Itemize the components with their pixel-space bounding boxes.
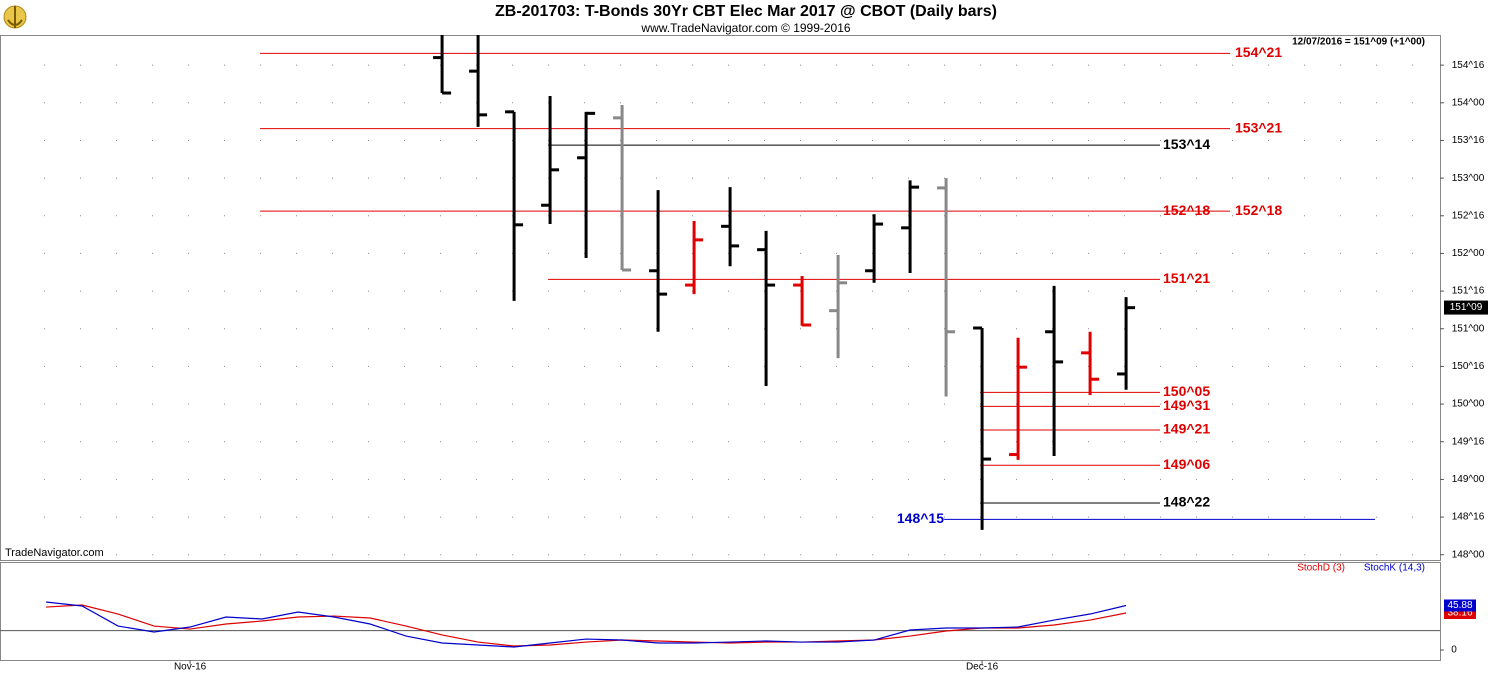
- y-tick-label: 149^16: [1452, 436, 1485, 447]
- y-tick-label: 152^00: [1452, 248, 1485, 259]
- last-price-label: 151^09: [1450, 302, 1483, 313]
- header-note: 12/07/2016 = 151^09 (+1^00): [1292, 37, 1425, 48]
- level-label: 153^21: [1235, 119, 1282, 135]
- y-tick-label: 0: [1451, 645, 1457, 656]
- level-label: 149^31: [1163, 397, 1210, 413]
- price-panel: [0, 35, 1441, 561]
- y-tick-label: 151^16: [1452, 286, 1485, 297]
- level-label: 154^21: [1235, 44, 1282, 60]
- price-plot: [44, 35, 1440, 556]
- y-tick-label: 153^16: [1452, 135, 1485, 146]
- y-tick-label: 148^00: [1452, 549, 1485, 560]
- y-tick-label: 152^16: [1452, 210, 1485, 221]
- level-label: 148^22: [1163, 494, 1210, 510]
- level-label: 149^06: [1163, 456, 1210, 472]
- x-tick-label: Dec-16: [966, 662, 999, 673]
- y-tick-label: 149^00: [1452, 474, 1485, 485]
- chart-title: ZB-201703: T-Bonds 30Yr CBT Elec Mar 201…: [495, 3, 997, 20]
- stoch-line: [46, 604, 1127, 647]
- level-label: 150^05: [1163, 383, 1210, 399]
- y-tick-label: 151^00: [1452, 323, 1485, 334]
- level-label: 149^21: [1163, 421, 1210, 437]
- y-tick-label: 153^00: [1452, 173, 1485, 184]
- last-value-label: 38.16: [1447, 608, 1472, 619]
- level-label: 148^15: [897, 510, 944, 526]
- stoch-panel: [0, 562, 1441, 661]
- last-value-label: 45.88: [1447, 600, 1472, 611]
- last-price-box: [1444, 300, 1488, 315]
- logo: [3, 5, 27, 29]
- level-label: 152^18: [1235, 202, 1282, 218]
- chart-subtitle: www.TradeNavigator.com © 1999-2016: [640, 21, 850, 35]
- y-tick-label: 150^00: [1452, 399, 1485, 410]
- x-tick-label: Nov-16: [174, 662, 207, 673]
- legend-entry: StochD (3): [1297, 563, 1345, 574]
- y-tick-label: 148^16: [1452, 512, 1485, 523]
- level-label: 151^21: [1163, 270, 1210, 286]
- last-value-box: [1444, 599, 1476, 612]
- level-label: 153^14: [1163, 136, 1210, 152]
- stoch-line: [46, 601, 1127, 648]
- source: TradeNavigator.com: [5, 547, 104, 559]
- legend-entry: StochK (14,3): [1364, 563, 1425, 574]
- y-tick-label: 154^00: [1452, 97, 1485, 108]
- level-label: 152^18: [1163, 202, 1210, 218]
- y-tick-label: 154^16: [1452, 60, 1485, 71]
- y-tick-label: 150^16: [1452, 361, 1485, 372]
